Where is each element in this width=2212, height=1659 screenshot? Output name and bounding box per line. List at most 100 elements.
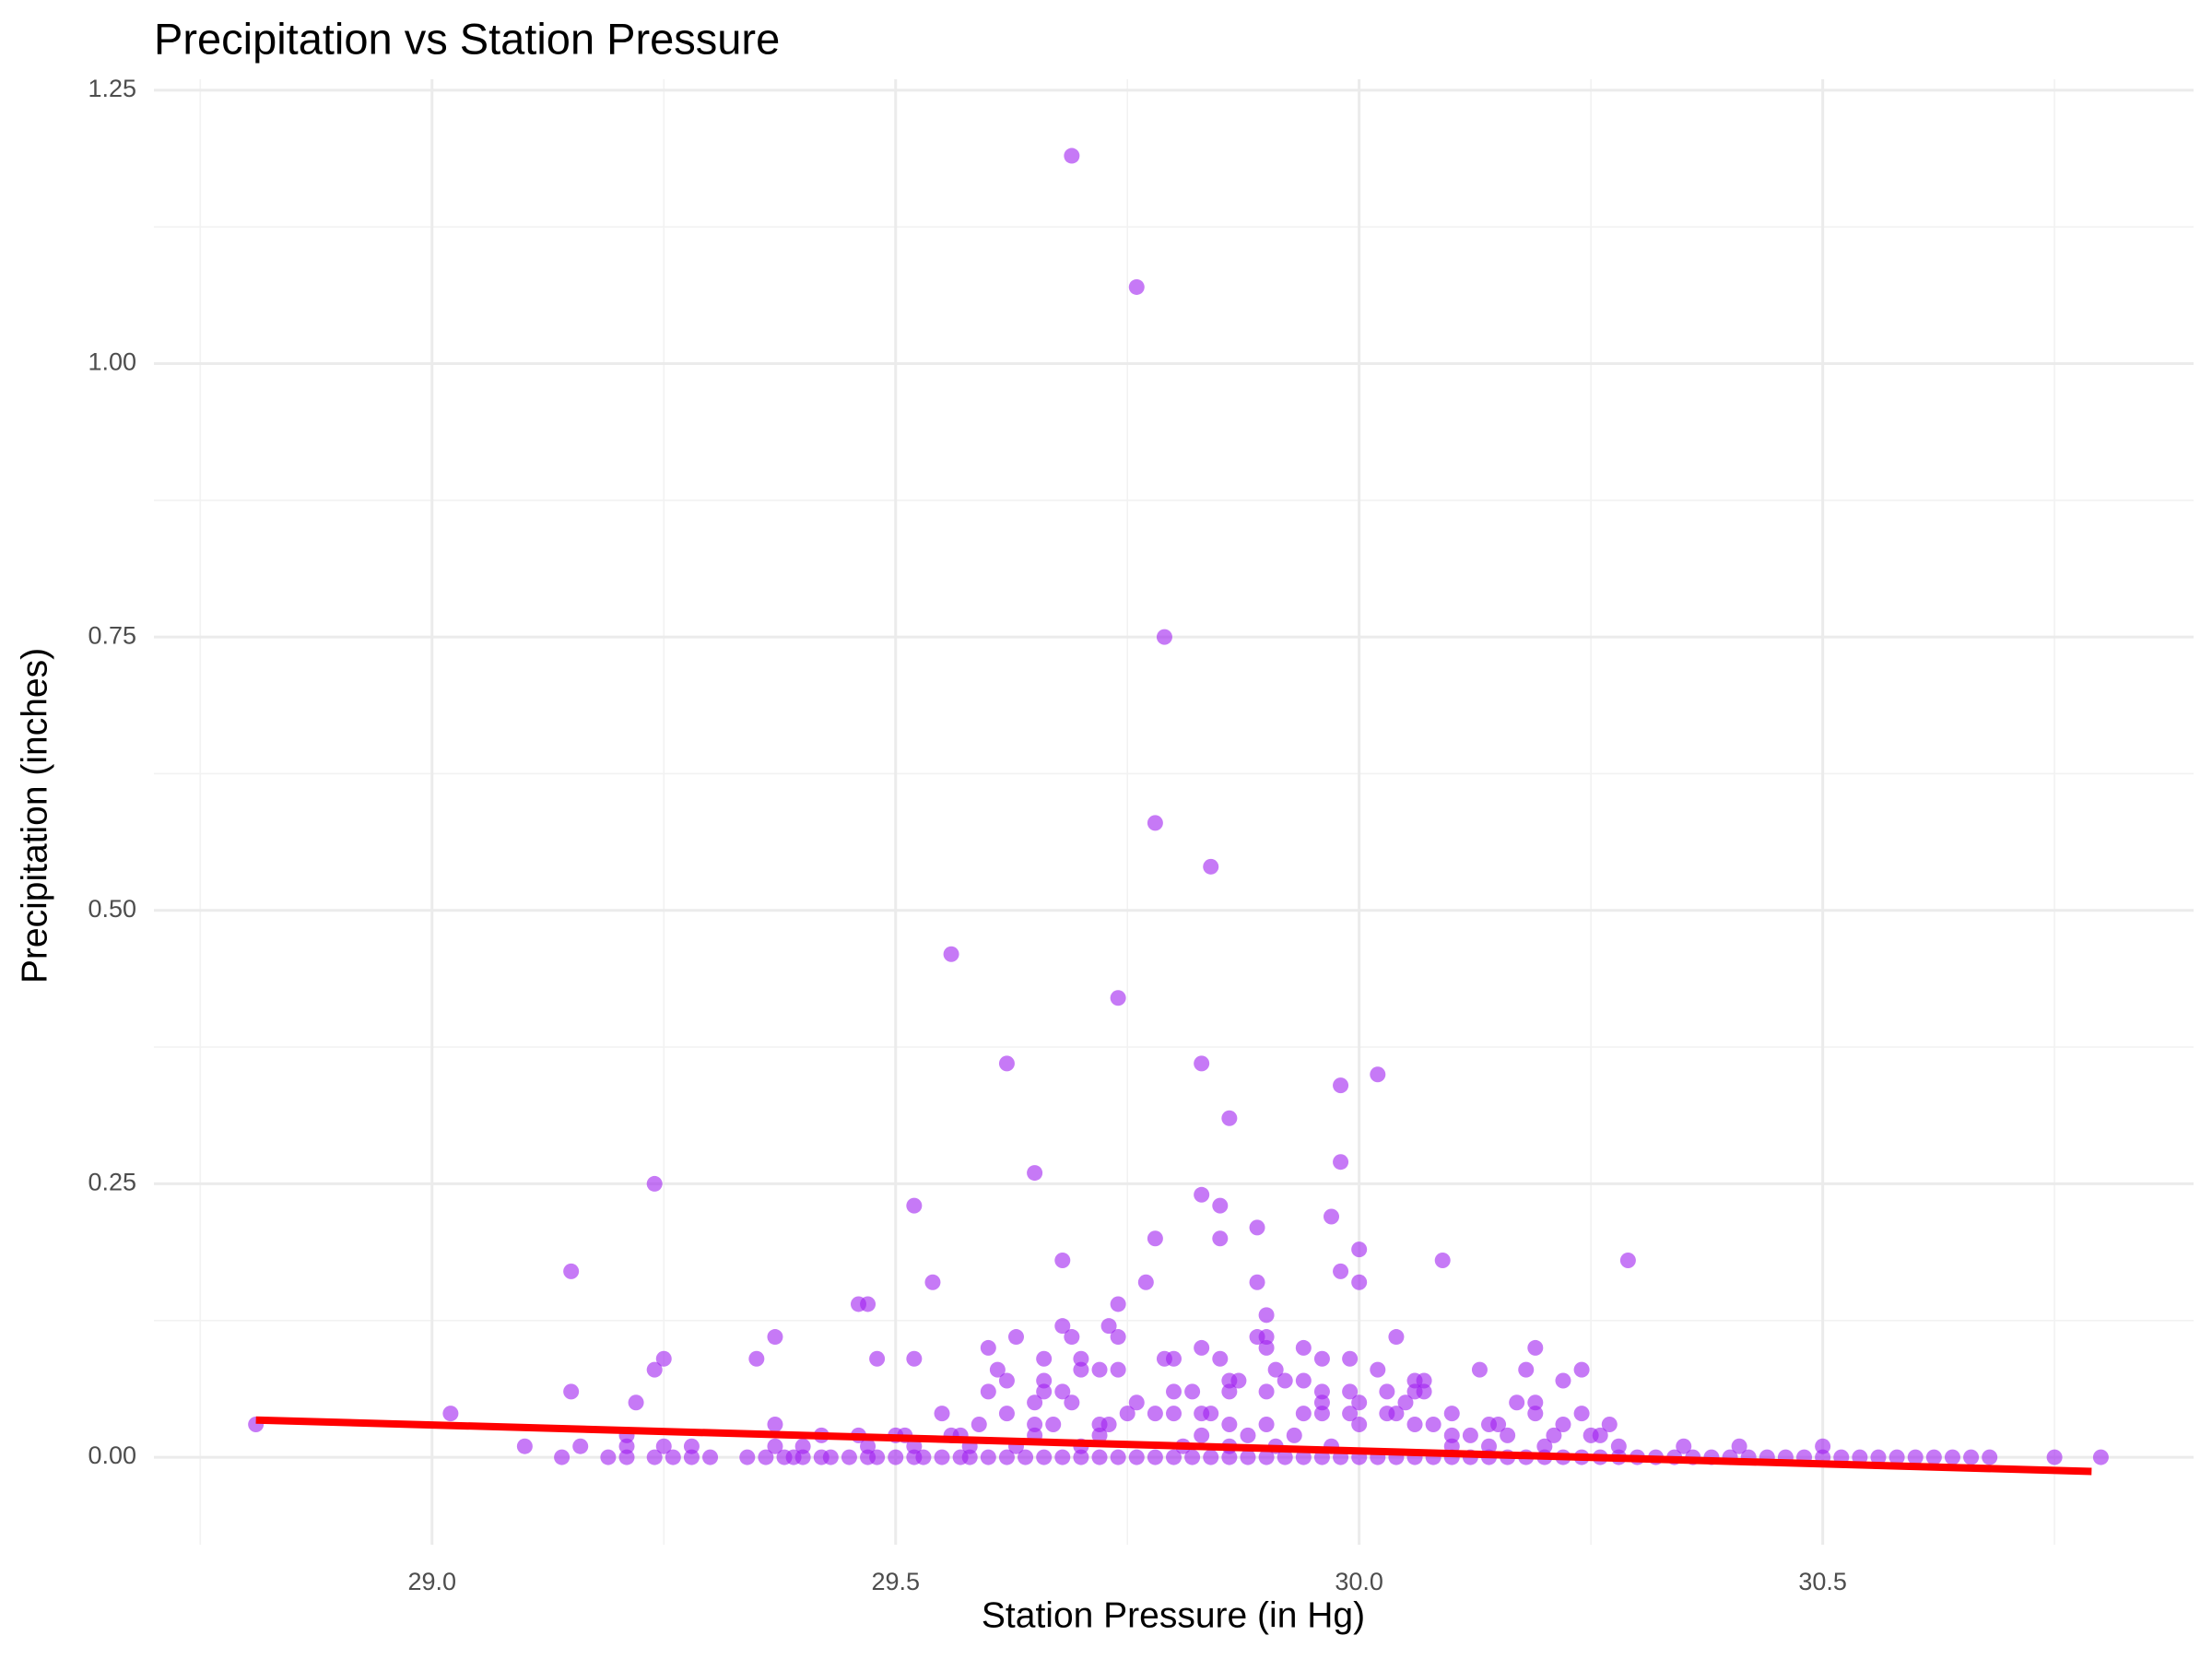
data-point bbox=[1619, 1252, 1636, 1268]
data-point bbox=[888, 1449, 904, 1465]
data-point bbox=[1313, 1383, 1330, 1400]
data-point bbox=[1324, 1208, 1340, 1225]
data-point bbox=[1555, 1372, 1571, 1389]
data-point bbox=[1295, 1339, 1312, 1356]
data-point bbox=[1184, 1449, 1201, 1465]
data-point bbox=[1240, 1449, 1256, 1465]
data-point bbox=[1203, 858, 1219, 875]
data-point bbox=[1258, 1329, 1275, 1346]
data-point bbox=[1610, 1438, 1627, 1454]
data-point bbox=[1471, 1361, 1488, 1378]
data-point bbox=[1212, 1350, 1229, 1367]
data-point bbox=[1490, 1416, 1507, 1432]
data-point bbox=[1342, 1383, 1359, 1400]
data-point bbox=[1258, 1383, 1275, 1400]
data-point bbox=[998, 1406, 1015, 1422]
data-point bbox=[1555, 1416, 1571, 1432]
data-point bbox=[1351, 1241, 1368, 1258]
data-point bbox=[1194, 1339, 1210, 1356]
y-tick-label: 0.50 bbox=[88, 895, 136, 923]
data-point bbox=[1333, 1154, 1349, 1171]
data-point bbox=[563, 1383, 580, 1400]
data-point bbox=[1434, 1252, 1451, 1268]
data-point bbox=[1221, 1449, 1238, 1465]
data-point bbox=[1370, 1066, 1386, 1083]
data-point bbox=[943, 946, 959, 962]
data-point bbox=[1073, 1361, 1089, 1378]
data-point bbox=[841, 1449, 857, 1465]
data-point bbox=[1388, 1329, 1405, 1346]
data-point bbox=[1573, 1361, 1590, 1378]
data-point bbox=[655, 1350, 672, 1367]
data-point bbox=[767, 1438, 783, 1454]
data-point bbox=[998, 1449, 1015, 1465]
data-point bbox=[618, 1449, 635, 1465]
x-axis-title: Station Pressure (in Hg) bbox=[982, 1595, 1365, 1635]
data-point bbox=[683, 1438, 700, 1454]
x-tick-label: 30.0 bbox=[1335, 1568, 1383, 1595]
data-point bbox=[655, 1438, 672, 1454]
data-point bbox=[1036, 1383, 1053, 1400]
data-point bbox=[1286, 1427, 1302, 1443]
data-point bbox=[860, 1438, 877, 1454]
data-point bbox=[1342, 1406, 1359, 1422]
data-point bbox=[1295, 1406, 1312, 1422]
data-point bbox=[1194, 1055, 1210, 1072]
axes: 29.0 29.5 30.0 30.5 0.00 0.25 0.50 0.75 1.00 1.25 bbox=[88, 75, 1846, 1595]
data-point bbox=[1277, 1372, 1293, 1389]
data-point bbox=[646, 1175, 663, 1192]
data-point bbox=[1036, 1350, 1053, 1367]
data-point bbox=[1500, 1427, 1516, 1443]
data-point bbox=[1676, 1438, 1692, 1454]
data-point bbox=[1230, 1372, 1247, 1389]
data-point bbox=[1221, 1110, 1238, 1126]
data-point bbox=[1147, 1449, 1163, 1465]
data-point bbox=[1313, 1406, 1330, 1422]
data-point bbox=[1258, 1449, 1275, 1465]
data-point bbox=[2092, 1449, 2109, 1465]
data-point bbox=[1462, 1427, 1478, 1443]
data-point bbox=[1203, 1449, 1219, 1465]
data-point bbox=[1166, 1406, 1182, 1422]
data-point bbox=[1982, 1449, 1998, 1465]
data-point bbox=[1527, 1406, 1544, 1422]
data-point bbox=[1601, 1416, 1618, 1432]
data-point bbox=[1295, 1449, 1312, 1465]
y-tick-label: 1.25 bbox=[88, 75, 136, 102]
data-point bbox=[1518, 1361, 1535, 1378]
data-point bbox=[1481, 1438, 1498, 1454]
grid bbox=[154, 79, 2194, 1545]
data-point bbox=[1573, 1406, 1590, 1422]
data-point bbox=[971, 1416, 987, 1432]
data-point bbox=[554, 1449, 571, 1465]
data-point bbox=[1064, 1394, 1080, 1411]
data-point bbox=[1888, 1449, 1905, 1465]
data-point bbox=[702, 1449, 719, 1465]
data-point bbox=[1027, 1416, 1043, 1432]
data-point bbox=[758, 1449, 774, 1465]
data-point bbox=[1110, 1296, 1126, 1312]
data-point bbox=[1110, 1449, 1126, 1465]
data-point bbox=[1156, 629, 1172, 645]
data-point bbox=[1212, 1197, 1229, 1214]
data-point bbox=[1045, 1416, 1062, 1432]
x-tick-label: 30.5 bbox=[1798, 1568, 1847, 1595]
data-point bbox=[1100, 1318, 1117, 1335]
data-point bbox=[1064, 1329, 1080, 1346]
data-point bbox=[683, 1449, 700, 1465]
data-point bbox=[1351, 1274, 1368, 1290]
data-point bbox=[906, 1438, 923, 1454]
trend-line bbox=[255, 1416, 2092, 1476]
data-point bbox=[1731, 1438, 1747, 1454]
data-point bbox=[1313, 1394, 1330, 1411]
data-point bbox=[1027, 1394, 1043, 1411]
y-tick-label: 0.00 bbox=[88, 1441, 136, 1469]
data-point bbox=[767, 1416, 783, 1432]
data-point bbox=[1870, 1449, 1887, 1465]
data-point bbox=[869, 1449, 886, 1465]
data-point bbox=[1416, 1372, 1432, 1389]
data-point bbox=[1137, 1274, 1154, 1290]
marks bbox=[248, 147, 2109, 1476]
